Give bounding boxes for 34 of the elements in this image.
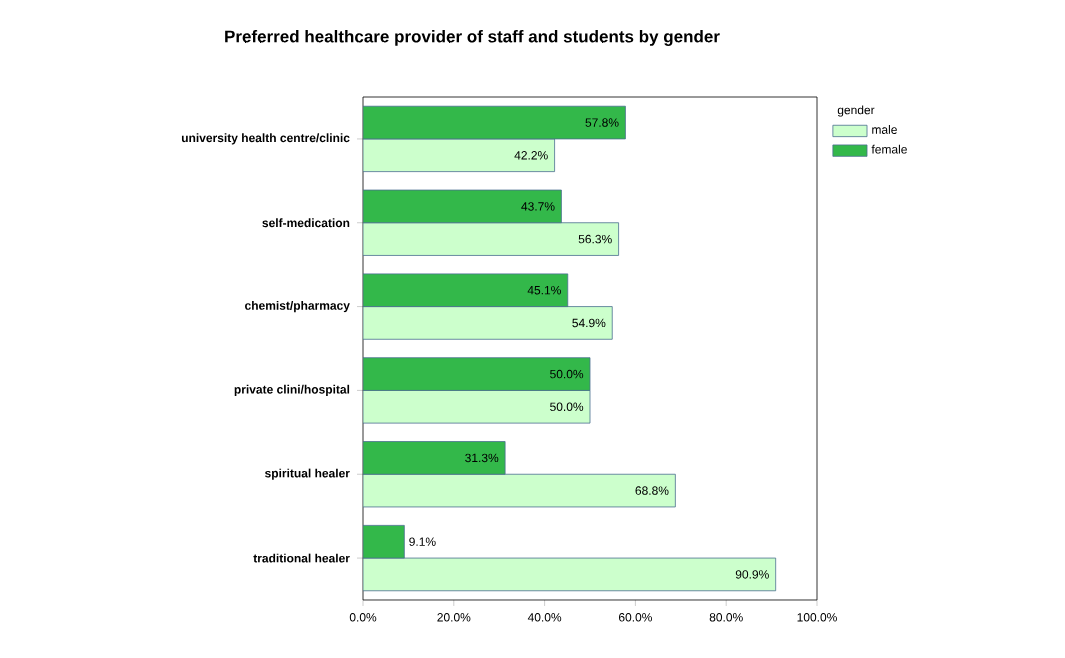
x-tick-label: 0.0% — [349, 613, 377, 622]
y-tick-label: traditional healer — [253, 553, 350, 563]
legend-label: male — [872, 125, 897, 134]
y-tick-label: spiritual healer — [264, 468, 350, 480]
data-label: 56.3% — [578, 234, 612, 244]
x-tick-label: 60.0% — [618, 613, 652, 622]
bar — [363, 441, 506, 475]
data-label: 50.0% — [550, 369, 584, 379]
bar — [363, 105, 626, 140]
legend-label: female — [871, 144, 907, 154]
x-tick-label: 100.0% — [797, 613, 837, 622]
bar — [363, 357, 591, 391]
data-label: 45.1% — [527, 286, 561, 295]
data-label: 31.3% — [465, 453, 499, 463]
data-label: 50.0% — [550, 402, 584, 412]
data-label: 68.8% — [635, 486, 669, 495]
bar — [363, 189, 562, 224]
y-tick-label: university health centre/clinic — [181, 133, 350, 145]
data-label: 90.9% — [735, 570, 769, 579]
y-tick-label: chemist/pharmacy — [245, 300, 350, 313]
bar — [363, 524, 405, 559]
data-label: 57.8% — [585, 118, 619, 127]
x-tick-label: 80.0% — [709, 613, 743, 622]
data-label: 42.2% — [514, 151, 548, 160]
x-tick-label: 40.0% — [527, 613, 562, 622]
y-tick-label: self-medication — [262, 218, 350, 228]
data-label: 9.1% — [409, 537, 436, 546]
y-tick-label: private clini/hospital — [234, 384, 350, 396]
legend-title: gender — [837, 105, 875, 117]
data-label: 54.9% — [572, 318, 606, 328]
x-tick-label: 20.0% — [437, 613, 471, 622]
chart-title: Preferred healthcare provider of staff and students by gender — [225, 30, 720, 46]
data-label: 43.7% — [521, 202, 555, 211]
bar — [363, 273, 569, 307]
